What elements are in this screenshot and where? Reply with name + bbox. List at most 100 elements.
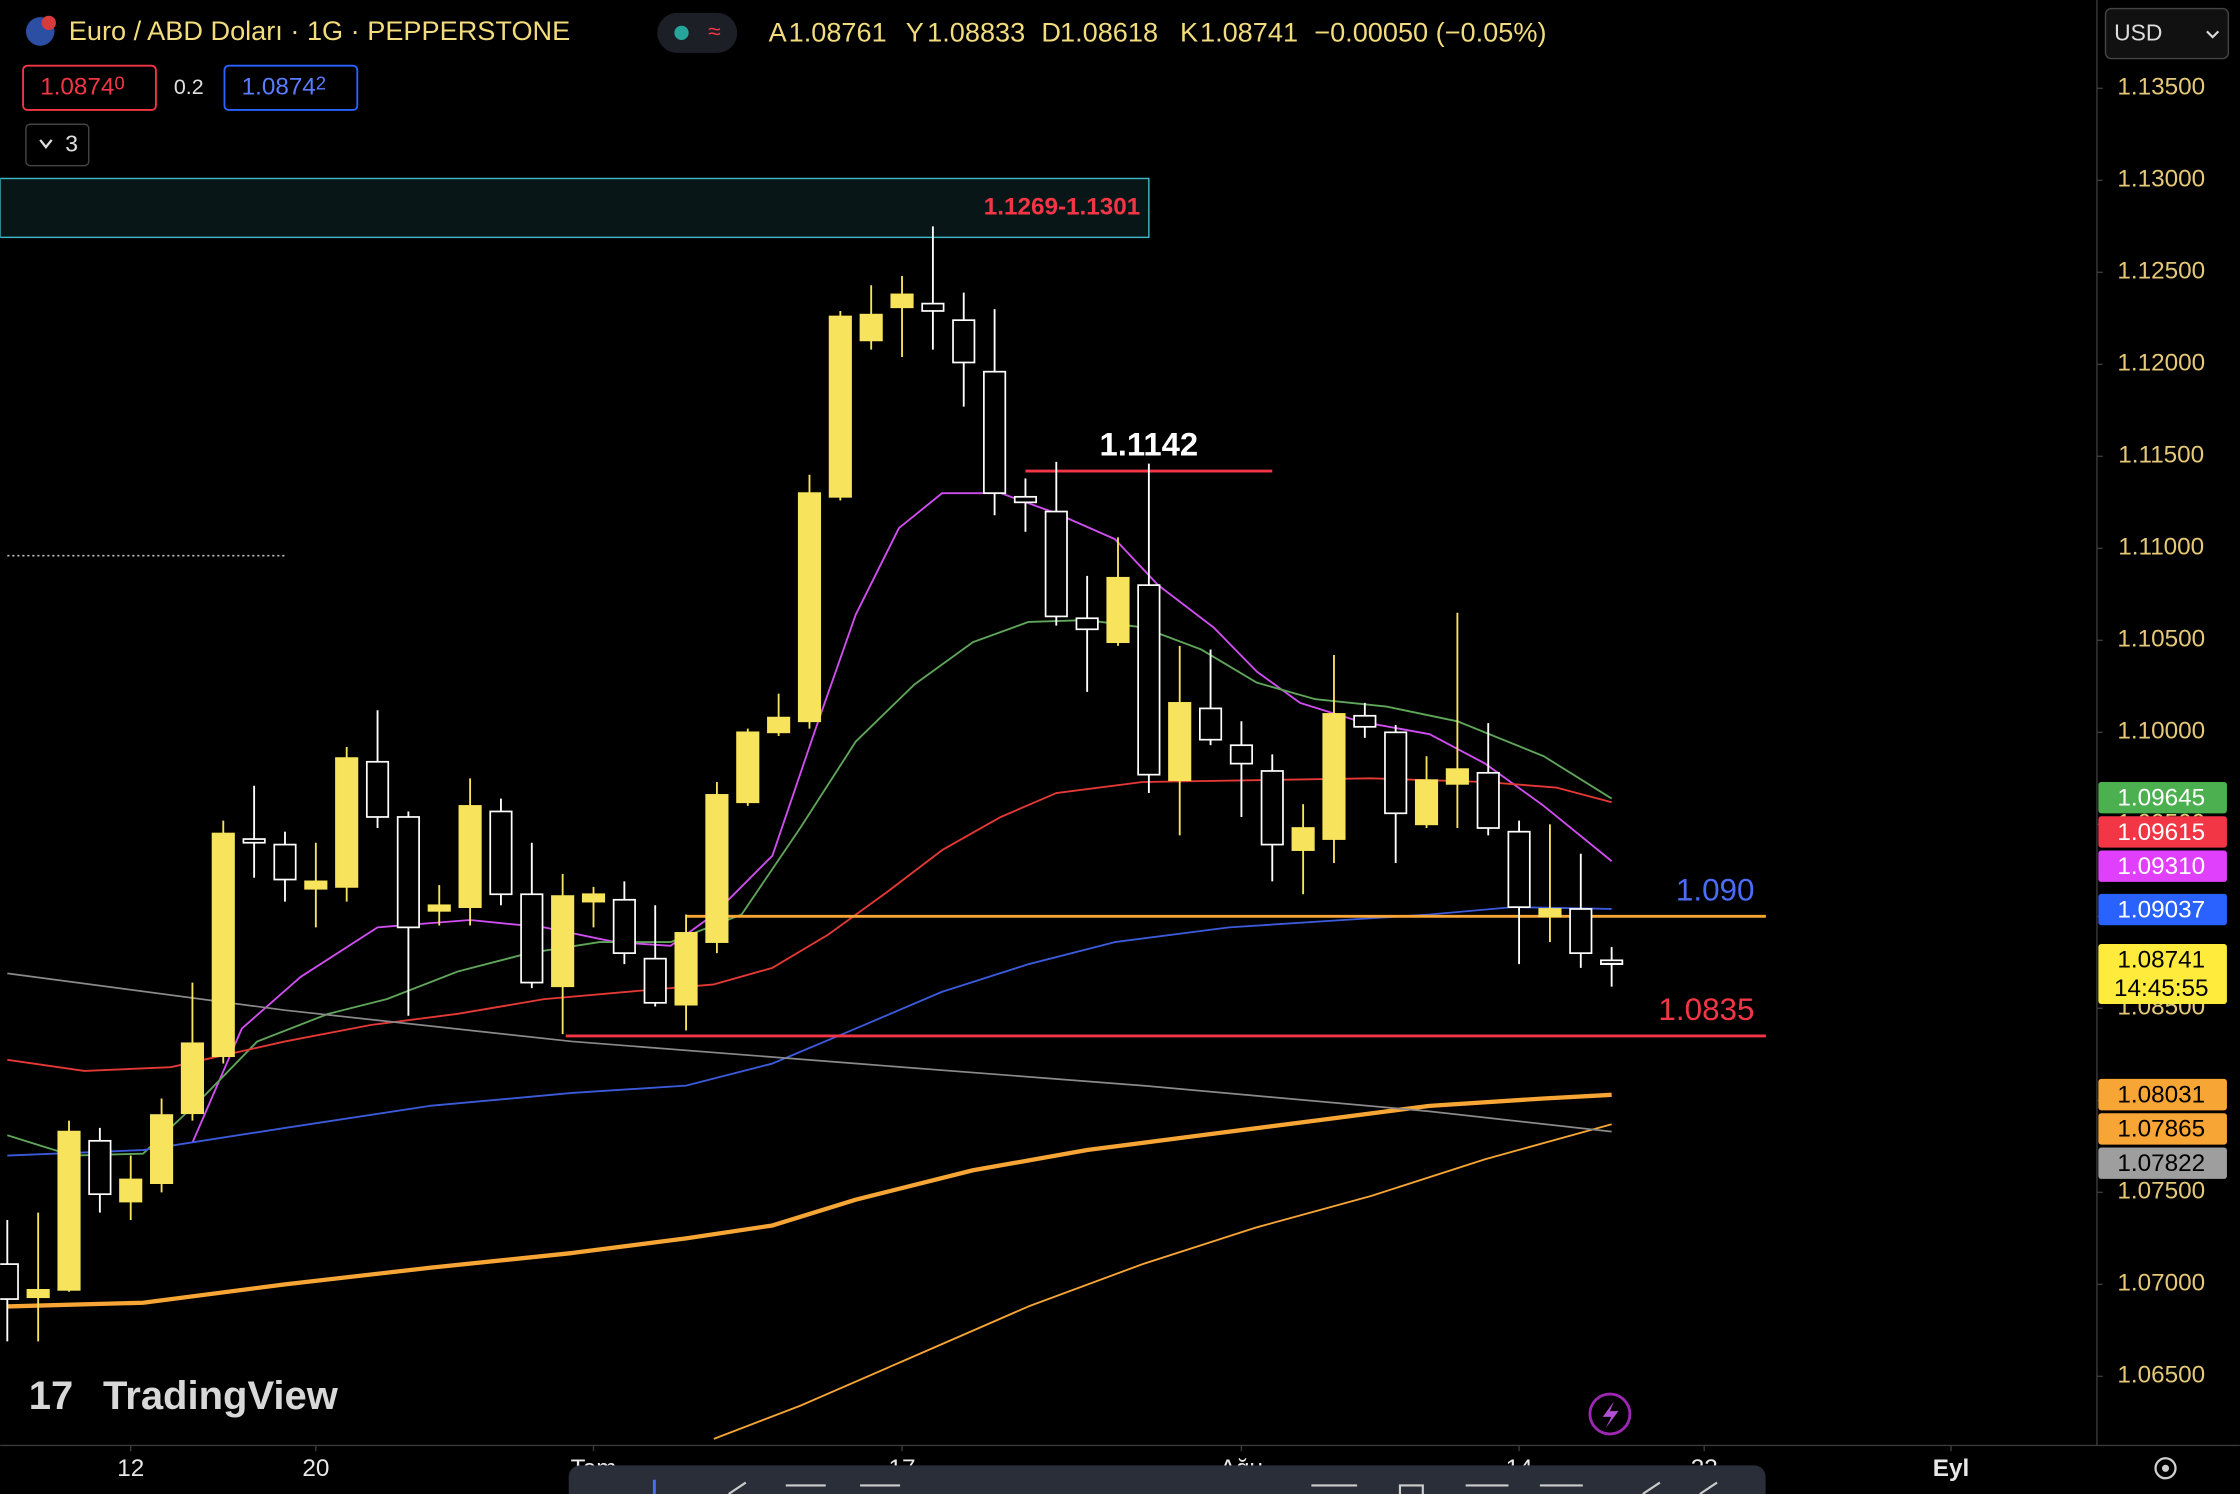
candle [273,831,297,902]
candle [26,1212,50,1342]
bid-pip: 0 [114,72,124,93]
candle-body [581,893,606,903]
status-pill[interactable] [657,12,738,53]
settings-button[interactable] [2154,1457,2177,1480]
candle-body [643,957,667,1004]
candle [1353,702,1377,738]
candle [1476,723,1500,836]
indicator-toggle[interactable] [25,123,90,167]
price-badge-label: 1.07865 [2117,1116,2205,1143]
candle [890,276,914,357]
candle-body [119,1178,143,1203]
ohlc-letter: A [769,16,788,47]
candle [1569,853,1593,968]
candle [1538,824,1562,943]
candle-body [1414,779,1439,826]
ohlc-value: 1.08761 [789,16,887,47]
tv-logo-mark: 17 [29,1374,73,1418]
ask-box[interactable] [223,64,359,111]
candle-body [705,794,729,943]
candle-body [797,492,822,723]
price-badge [2098,850,2227,882]
ohlc-value: 1.08833 [927,16,1025,47]
indicator-count: 3 [65,131,78,157]
x-tick-label: 20 [302,1455,329,1482]
candle-body [242,838,266,844]
candle-body [1353,714,1377,728]
price-badge [2098,1147,2227,1179]
price-badge-label: 1.09645 [2117,784,2205,811]
candle-body [150,1114,174,1184]
y-tick-label: 1.12000 [2117,350,2205,377]
y-tick-label: 1.11500 [2118,442,2204,469]
candle [767,693,791,737]
x-tick-label: 12 [117,1455,144,1482]
y-tick-label: 1.10000 [2117,718,2205,745]
y-tick-label: 1.10500 [2117,626,2205,653]
ask-main: 1.0874 [242,74,316,101]
level-label: 1.090 [1676,872,1755,907]
toolbar-icon[interactable] [1398,1484,1424,1494]
status-icon: ≈ [708,18,721,44]
bid-main: 1.0874 [40,74,114,101]
toolbar-icon[interactable] [1699,1481,1718,1494]
candle [1322,655,1346,863]
price-badge [2098,893,2227,926]
candle-body [0,1263,19,1300]
candle-body [1044,510,1068,618]
candle-body [1137,584,1161,776]
candle-body [674,932,698,1006]
candle [0,1219,19,1342]
ask-price: 1.08742 [242,72,327,101]
candle-body [890,293,914,309]
candle [335,747,359,902]
candle-body [1260,770,1284,846]
price-badge [2098,1113,2227,1145]
indicator-line [191,492,1613,1144]
candle-body [1075,617,1099,631]
candle-body [736,731,760,804]
candle [1260,754,1284,882]
candle-body [1198,707,1223,741]
candle [581,886,606,928]
candle-body [1476,771,1500,829]
currency-select[interactable] [2104,7,2230,60]
y-tick-label: 1.13000 [2117,166,2205,193]
candle [211,820,235,1064]
candle [797,474,822,729]
candle [1229,721,1253,817]
bid-price: 1.08740 [40,72,125,101]
candle [1137,463,1161,794]
candle [427,885,451,926]
candle [396,811,420,1016]
candle-body [273,843,297,881]
drawing-toolbar[interactable] [568,1465,1766,1494]
candle-body [396,816,420,929]
candle [921,226,945,350]
candle-body [1229,744,1253,765]
candle [1384,724,1408,863]
price-badge-label: 1.07822 [2117,1150,2205,1177]
candle-body [520,893,544,984]
candle [458,778,482,926]
currency-label: USD [2114,19,2162,45]
x-tick-label: Eyl [1933,1455,1969,1482]
candle-body [1569,908,1593,954]
candle [150,1098,174,1193]
toolbar-icon[interactable] [728,1481,747,1494]
indicator-line [7,972,1612,1133]
candle [952,292,976,407]
chevron-icon [39,139,53,149]
candle [1168,645,1192,836]
bid-box[interactable] [22,64,157,111]
toolbar-icon[interactable] [1642,1481,1661,1494]
symbol-flag [41,15,56,30]
candle-body [952,319,976,364]
y-tick-label: 1.07000 [2117,1270,2205,1297]
symbol-title[interactable]: Euro / ABD Doları · 1G · PEPPERSTONE [69,15,570,46]
current-price-label: 1.08741 [2117,947,2205,974]
ohlc-value: 1.08741 [1200,16,1298,47]
candle [1414,756,1439,829]
price-badge [2098,781,2227,814]
